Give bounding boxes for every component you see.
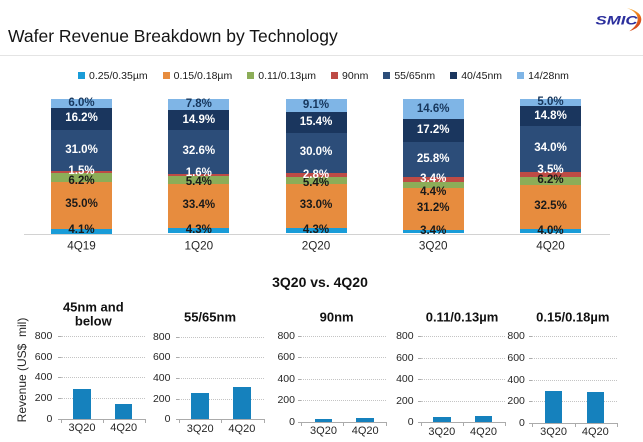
svg-text:SMIC: SMIC: [596, 16, 639, 28]
